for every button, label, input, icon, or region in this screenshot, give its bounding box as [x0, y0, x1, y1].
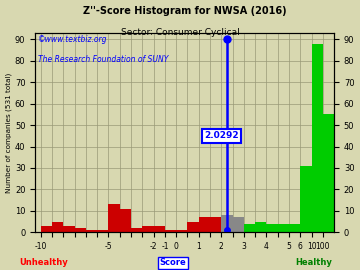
Bar — [52, 221, 63, 232]
Text: Score: Score — [159, 258, 186, 267]
Bar — [311, 44, 323, 232]
Bar — [278, 224, 289, 232]
Bar — [120, 209, 131, 232]
Bar — [86, 230, 97, 232]
Bar — [210, 217, 221, 232]
Bar — [255, 221, 266, 232]
Bar — [75, 228, 86, 232]
Text: Sector: Consumer Cyclical: Sector: Consumer Cyclical — [121, 28, 239, 37]
Bar — [63, 226, 75, 232]
Bar — [142, 226, 154, 232]
Bar — [131, 228, 142, 232]
Bar — [165, 230, 176, 232]
Text: Healthy: Healthy — [295, 258, 332, 267]
Bar — [199, 217, 210, 232]
Text: The Research Foundation of SUNY: The Research Foundation of SUNY — [38, 55, 168, 64]
Text: ©www.textbiz.org: ©www.textbiz.org — [38, 35, 108, 44]
Bar — [289, 224, 300, 232]
Bar — [244, 224, 255, 232]
Bar — [188, 221, 199, 232]
Text: 2.0292: 2.0292 — [204, 131, 239, 140]
Y-axis label: Number of companies (531 total): Number of companies (531 total) — [5, 72, 12, 193]
Bar — [97, 230, 108, 232]
Bar — [41, 226, 52, 232]
Text: Unhealthy: Unhealthy — [19, 258, 68, 267]
Bar — [221, 215, 233, 232]
Bar — [176, 230, 188, 232]
Bar — [323, 114, 334, 232]
Bar — [108, 204, 120, 232]
Bar — [233, 217, 244, 232]
Bar — [300, 166, 311, 232]
Bar — [266, 224, 278, 232]
Title: Z''-Score Histogram for NWSA (2016): Z''-Score Histogram for NWSA (2016) — [83, 6, 287, 16]
Bar — [154, 226, 165, 232]
